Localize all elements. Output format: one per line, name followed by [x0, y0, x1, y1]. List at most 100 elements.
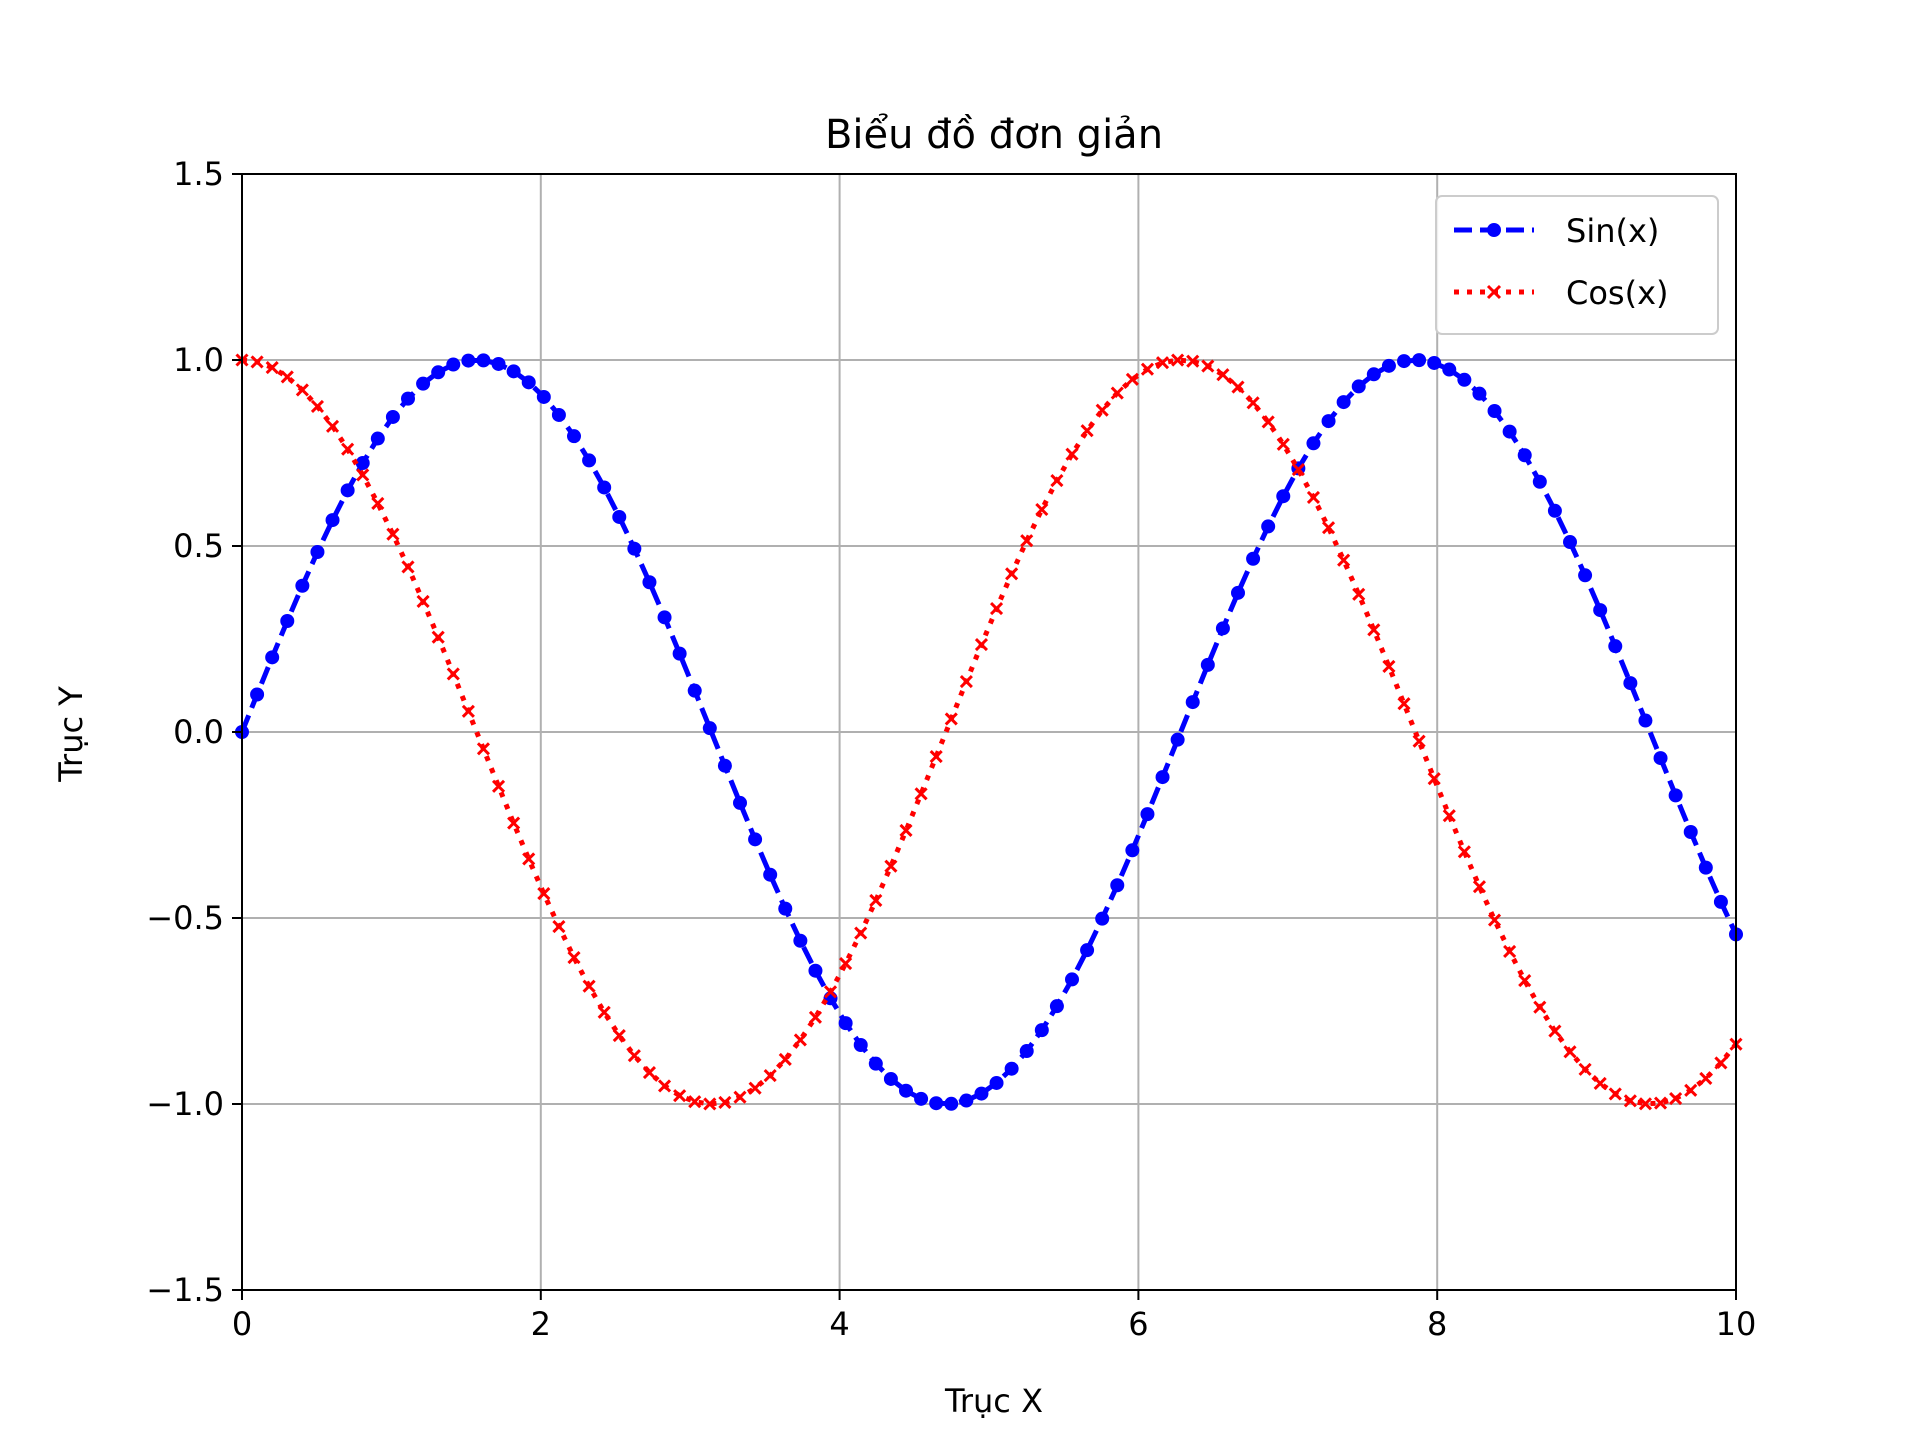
data-point-cos: [1050, 474, 1064, 488]
x-marker-stroke: [431, 630, 445, 644]
data-point-cos: [1533, 1000, 1547, 1014]
data-point-cos: [1155, 356, 1170, 370]
legend-marker-sin: [1487, 223, 1501, 237]
data-point-cos: [310, 399, 325, 414]
data-point-sin: [1381, 358, 1396, 373]
x-marker-stroke: [1382, 659, 1396, 673]
data-point-sin: [1427, 355, 1442, 370]
data-point-sin: [1608, 639, 1623, 654]
data-point-cos: [265, 361, 279, 375]
data-point-sin: [1125, 843, 1140, 858]
data-point-sin: [1276, 489, 1291, 504]
data-point-sin: [567, 429, 581, 444]
data-point-sin: [778, 901, 793, 916]
data-point-cos: [657, 1079, 672, 1093]
data-point-sin: [1140, 807, 1155, 822]
data-point-cos: [1261, 415, 1275, 429]
data-point-cos: [522, 852, 536, 866]
data-point-sin: [1683, 825, 1698, 840]
data-point-cos: [325, 419, 340, 433]
data-point-cos: [642, 1065, 657, 1080]
x-marker-stroke: [597, 1005, 611, 1019]
x-marker-stroke: [1337, 553, 1351, 567]
data-point-cos: [1593, 1076, 1607, 1091]
x-marker-stroke: [341, 442, 355, 456]
data-point-sin: [687, 683, 702, 698]
data-point-cos: [1216, 368, 1230, 382]
data-point-cos: [974, 638, 989, 652]
x-marker-stroke: [1457, 845, 1471, 859]
data-point-sin: [1246, 551, 1261, 566]
y-tick-label: 0.0: [173, 713, 224, 751]
grid-lines: [241, 173, 1737, 1291]
data-point-sin: [1321, 414, 1336, 429]
x-marker-stroke: [1201, 359, 1215, 373]
x-marker-stroke: [325, 419, 340, 433]
x-marker-stroke: [763, 1068, 777, 1083]
y-axis-label: Trục Y: [52, 686, 90, 783]
data-point-sin: [1215, 621, 1230, 636]
x-marker-stroke: [1276, 437, 1290, 451]
x-marker-stroke: [1020, 534, 1034, 548]
data-point-cos: [627, 1049, 641, 1063]
data-point-cos: [1246, 396, 1260, 410]
data-point-sin: [1698, 860, 1713, 875]
data-point-sin: [1502, 424, 1517, 439]
x-marker-stroke: [899, 823, 913, 838]
x-marker-stroke: [854, 926, 868, 940]
data-point-sin: [883, 1071, 898, 1086]
x-marker-stroke: [1125, 372, 1139, 386]
x-tick-label: 2: [531, 1305, 551, 1343]
x-marker-stroke: [823, 985, 838, 999]
x-marker-stroke: [1427, 772, 1441, 786]
plot-series: [235, 353, 1743, 1111]
x-tick-label: 0: [232, 1305, 252, 1343]
data-point-sin: [899, 1083, 913, 1098]
data-point-cos: [673, 1089, 687, 1103]
x-marker-stroke: [491, 779, 506, 793]
y-tick-label: 0.5: [173, 527, 224, 565]
x-marker-stroke: [265, 361, 279, 375]
data-point-cos: [1518, 974, 1532, 988]
x-marker-stroke: [612, 1028, 626, 1043]
data-point-sin: [1034, 1023, 1049, 1038]
data-point-sin: [1442, 362, 1457, 377]
data-point-cos: [1699, 1071, 1713, 1085]
data-point-sin: [1110, 878, 1125, 893]
x-marker-stroke: [507, 816, 521, 830]
x-marker-stroke: [1548, 1024, 1562, 1038]
data-point-cos: [1201, 359, 1215, 373]
data-point-sin: [370, 431, 385, 446]
data-point-sin: [672, 646, 687, 661]
x-marker-stroke: [944, 712, 958, 726]
data-point-sin: [1261, 519, 1276, 534]
data-point-cos: [718, 1095, 732, 1110]
data-point-sin: [280, 613, 295, 628]
data-point-cos: [884, 859, 898, 873]
data-point-cos: [582, 979, 596, 993]
data-point-sin: [808, 963, 823, 978]
data-point-cos: [1608, 1087, 1622, 1101]
data-point-cos: [959, 674, 973, 689]
data-point-sin: [1004, 1061, 1019, 1076]
data-point-sin: [1231, 585, 1245, 600]
data-point-cos: [401, 560, 415, 574]
x-marker-stroke: [1216, 368, 1230, 382]
data-point-sin: [1306, 436, 1321, 451]
x-marker-stroke: [1563, 1045, 1577, 1059]
data-point-cos: [476, 742, 491, 756]
data-point-sin: [1080, 943, 1095, 958]
data-point-sin: [1653, 751, 1668, 766]
data-point-cos: [703, 1097, 717, 1111]
data-point-sin: [1563, 535, 1577, 550]
data-point-sin: [1578, 568, 1593, 583]
data-point-cos: [1623, 1094, 1637, 1108]
data-point-cos: [1110, 386, 1124, 400]
x-tick-label: 4: [829, 1305, 849, 1343]
data-point-sin: [1638, 713, 1653, 728]
x-marker-stroke: [1095, 403, 1109, 417]
y-tick-label: 1.0: [173, 341, 224, 379]
x-marker-stroke: [386, 527, 400, 541]
data-point-cos: [1367, 623, 1381, 637]
data-point-sin: [1200, 657, 1215, 672]
